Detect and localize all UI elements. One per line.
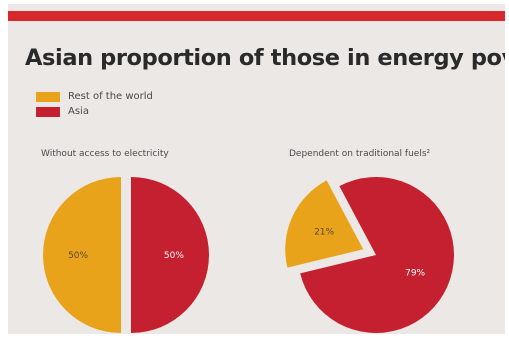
pie-label-traditional-fuels-asia: 79% — [405, 269, 425, 279]
infographic-panel: Asian proportion of those in energy pove… — [8, 4, 505, 334]
legend-item-asia: Asia — [36, 104, 153, 119]
pie-label-electricity-rest-of-the-world: 50% — [68, 251, 88, 261]
pie-caption-electricity: Without access to electricity — [41, 149, 169, 159]
pie-label-electricity-asia: 50% — [164, 251, 184, 261]
pie-slice-traditional-fuels-rest-of-the-world — [285, 180, 364, 268]
legend-label-rest-of-world: Rest of the world — [68, 91, 153, 102]
pie-label-traditional-fuels-rest-of-the-world: 21% — [314, 228, 334, 238]
pie-slice-electricity-asia — [131, 177, 209, 333]
legend-label-asia: Asia — [68, 106, 89, 117]
legend-swatch-asia — [36, 106, 60, 117]
legend-item-rest-of-world: Rest of the world — [36, 89, 153, 104]
header-accent-bar — [8, 11, 505, 21]
pie-charts: 50% 50% 79% 21% — [43, 177, 454, 333]
chart-title: Asian proportion of those in energy pove… — [25, 45, 505, 71]
legend: Rest of the world Asia — [36, 89, 153, 119]
pie-caption-traditional-fuels: Dependent on traditional fuels² — [289, 149, 431, 159]
legend-swatch-rest-of-world — [36, 91, 60, 102]
pie-slice-electricity-rest-of-the-world — [43, 177, 121, 333]
pie-slice-traditional-fuels-asia — [300, 177, 454, 333]
